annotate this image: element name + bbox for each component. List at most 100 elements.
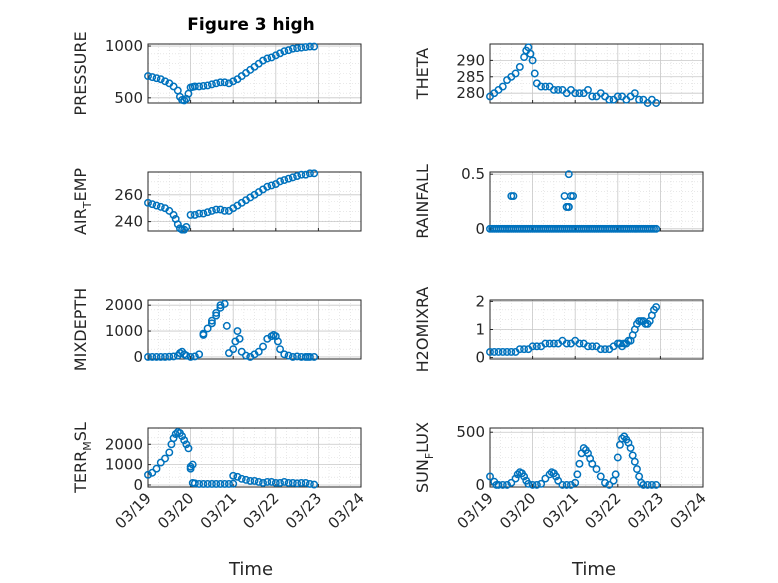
data-point — [267, 477, 276, 486]
data-point — [186, 464, 195, 473]
data-point — [652, 303, 661, 311]
data-point — [190, 210, 199, 219]
data-point — [613, 453, 622, 462]
data-point — [220, 206, 229, 215]
data-point — [216, 205, 225, 214]
data-point — [575, 339, 584, 348]
data-point — [182, 223, 191, 231]
data-point — [630, 89, 639, 98]
data-point — [207, 80, 216, 89]
y-tick-label: 280 — [456, 84, 485, 102]
data-point — [207, 319, 216, 328]
data-point — [528, 342, 537, 351]
data-point — [216, 303, 225, 312]
data-point — [566, 480, 575, 489]
axes-box — [489, 299, 704, 360]
y-tick-label: 290 — [456, 51, 485, 69]
axes-box — [489, 43, 704, 104]
axes-box — [489, 427, 704, 488]
data-point — [511, 69, 520, 78]
data-point — [199, 209, 208, 218]
data-point — [156, 352, 165, 361]
data-point — [605, 95, 614, 104]
y-tick-label: 2000 — [105, 296, 143, 314]
data-point — [190, 82, 199, 91]
data-point — [288, 478, 297, 487]
y-axis-label-part: PRESSURE — [71, 31, 90, 115]
data-point — [310, 352, 319, 361]
data-point — [293, 172, 302, 180]
data-point — [235, 334, 244, 343]
data-point — [156, 202, 165, 211]
y-axis-label-subscript: F — [423, 453, 436, 459]
data-point — [212, 311, 221, 320]
data-point — [212, 205, 221, 214]
y-tick-label: 1 — [475, 321, 485, 339]
data-point — [498, 82, 507, 91]
y-axis-label-part: H2OMIXRA — [413, 287, 432, 373]
data-point — [526, 49, 535, 58]
data-point — [195, 479, 204, 488]
data-point — [301, 43, 310, 52]
data-point — [605, 480, 614, 489]
y-tick-label: 285 — [456, 68, 485, 86]
data-point — [280, 477, 289, 486]
data-point — [169, 82, 178, 91]
data-point — [220, 479, 229, 488]
data-point — [161, 352, 169, 361]
data-point — [507, 478, 516, 487]
data-point — [259, 478, 267, 487]
data-point — [647, 480, 656, 489]
data-point — [579, 444, 588, 452]
data-point — [216, 78, 225, 87]
data-point — [652, 480, 661, 489]
data-point — [532, 480, 541, 489]
y-tick-label: 0 — [133, 348, 143, 366]
data-point — [524, 43, 533, 52]
data-point — [156, 458, 165, 467]
y-axis-label-part: MIXDEPTH — [71, 288, 90, 371]
data-point — [186, 352, 195, 361]
x-tick-label: 03/21 — [197, 489, 240, 532]
data-point — [652, 224, 661, 233]
data-point — [643, 480, 652, 489]
data-point — [297, 170, 306, 179]
data-point — [203, 81, 212, 90]
subplot-7: 0 1000 2000 03/19 03/20 03/21 03/22 03/23 03/24 T… — [71, 422, 368, 532]
data-point — [229, 77, 238, 86]
data-point — [195, 350, 204, 359]
data-point — [310, 480, 319, 489]
data-point — [573, 470, 582, 479]
data-point — [180, 436, 189, 445]
y-axis-label: SUNFLUX — [413, 422, 436, 493]
x-tick-label: 03/22 — [581, 489, 624, 532]
y-axis-label-part: EMP — [71, 168, 90, 202]
y-tick-label: 260 — [114, 186, 143, 204]
data-point — [541, 82, 550, 91]
x-tick-label: 03/22 — [239, 489, 282, 532]
data-point — [297, 478, 306, 487]
data-point — [562, 480, 571, 489]
data-point — [284, 478, 293, 487]
data-point — [588, 459, 597, 468]
data-point — [486, 348, 494, 356]
y-tick-label: 240 — [114, 213, 143, 231]
data-point — [212, 308, 221, 317]
data-point — [216, 479, 225, 488]
subplot-4: 0 0.5 RAINFALL — [413, 164, 704, 239]
axes-box — [147, 171, 362, 232]
data-point — [184, 444, 193, 453]
data-point — [148, 73, 157, 82]
data-point — [182, 440, 191, 449]
x-tick-label: 03/20 — [496, 489, 539, 532]
data-point — [280, 350, 289, 359]
data-point — [276, 49, 285, 58]
data-point — [635, 95, 644, 104]
x-axis-label-left: Time — [228, 559, 273, 580]
subplot-5: 0 1000 2000 MIXDEPTH — [71, 288, 362, 371]
data-point — [190, 352, 199, 361]
x-tick-label: 03/24 — [325, 489, 368, 532]
data-point — [246, 476, 255, 485]
y-axis-label: RAINFALL — [413, 164, 432, 239]
y-tick-label: 0 — [475, 220, 485, 238]
